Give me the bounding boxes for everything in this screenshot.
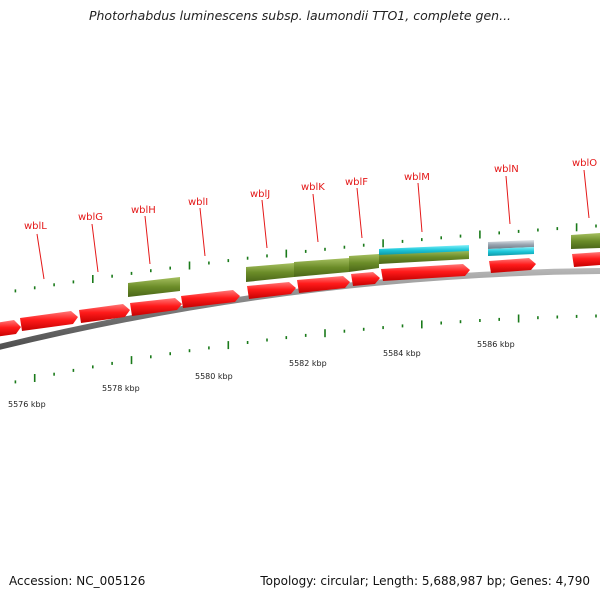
genome-summary-text: Topology: circular; Length: 5,688,987 bp… — [260, 574, 590, 588]
gene-label-wblN: wblN — [494, 164, 519, 175]
cds-ring — [128, 233, 600, 297]
gene-arrow[interactable] — [572, 252, 600, 267]
gene-arrow[interactable] — [0, 320, 21, 337]
gene-label-wblL: wblL — [24, 221, 47, 232]
gene-label-wblF: wblF — [345, 177, 368, 188]
cds-feature-olive[interactable] — [294, 258, 349, 277]
cds-feature-olive[interactable] — [128, 277, 180, 297]
gene-arrow[interactable] — [489, 258, 536, 273]
gene-arrow[interactable] — [381, 264, 470, 281]
cds-feature-olive[interactable] — [571, 233, 600, 249]
label-leader-line — [144, 215, 151, 265]
gene-arrow[interactable] — [297, 276, 350, 293]
upper-tick-row — [14, 223, 597, 293]
gene-arrow[interactable] — [247, 282, 296, 299]
label-leaders — [36, 169, 590, 280]
cds-feature-grey[interactable] — [488, 240, 534, 249]
gene-arrow[interactable] — [79, 304, 130, 323]
label-leader-line — [36, 233, 45, 280]
label-leader-line — [505, 175, 511, 225]
cds-feature-cyan[interactable] — [379, 245, 469, 255]
gene-arrow[interactable] — [130, 298, 182, 316]
gene-label-wblK: wblK — [301, 182, 325, 193]
label-leader-line — [261, 199, 268, 249]
scale-label: 5582 kbp — [289, 359, 327, 368]
label-leader-line — [91, 223, 99, 273]
gene-arrow[interactable] — [20, 311, 78, 331]
cds-feature-cyan[interactable] — [488, 247, 534, 256]
gene-label-wblJ: wblJ — [250, 189, 270, 200]
accession-text: Accession: NC_005126 — [9, 574, 146, 588]
scale-label: 5578 kbp — [102, 384, 140, 393]
scale-label: 5586 kbp — [477, 340, 515, 349]
scale-labels: 5576 kbp 5578 kbp 5580 kbp 5582 kbp 5584… — [8, 340, 515, 409]
cds-feature-olive[interactable] — [246, 263, 294, 282]
gene-label-wblG: wblG — [78, 212, 103, 223]
gene-arrow[interactable] — [181, 290, 240, 308]
label-leader-line — [417, 182, 423, 233]
label-leader-line — [583, 169, 590, 219]
scale-label: 5584 kbp — [383, 349, 421, 358]
gene-label-wblM: wblM — [404, 172, 430, 183]
gene-arrow[interactable] — [351, 272, 380, 286]
cds-feature-olive[interactable] — [349, 254, 379, 272]
scale-label: 5576 kbp — [8, 400, 46, 409]
label-leader-line — [356, 187, 363, 239]
label-leader-line — [312, 193, 319, 243]
lower-tick-row — [14, 314, 597, 384]
gene-label-wblI: wblI — [188, 197, 208, 208]
scale-label: 5580 kbp — [195, 372, 233, 381]
forward-gene-ring — [0, 252, 600, 337]
gene-labels: wblL wblG wblH wblI wblJ wblK wblF wblM … — [24, 158, 597, 232]
gene-label-wblO: wblO — [572, 158, 597, 169]
map-title: Photorhabdus luminescens subsp. laumondi… — [88, 8, 512, 23]
gene-label-wblH: wblH — [131, 205, 156, 216]
label-leader-line — [199, 207, 206, 257]
